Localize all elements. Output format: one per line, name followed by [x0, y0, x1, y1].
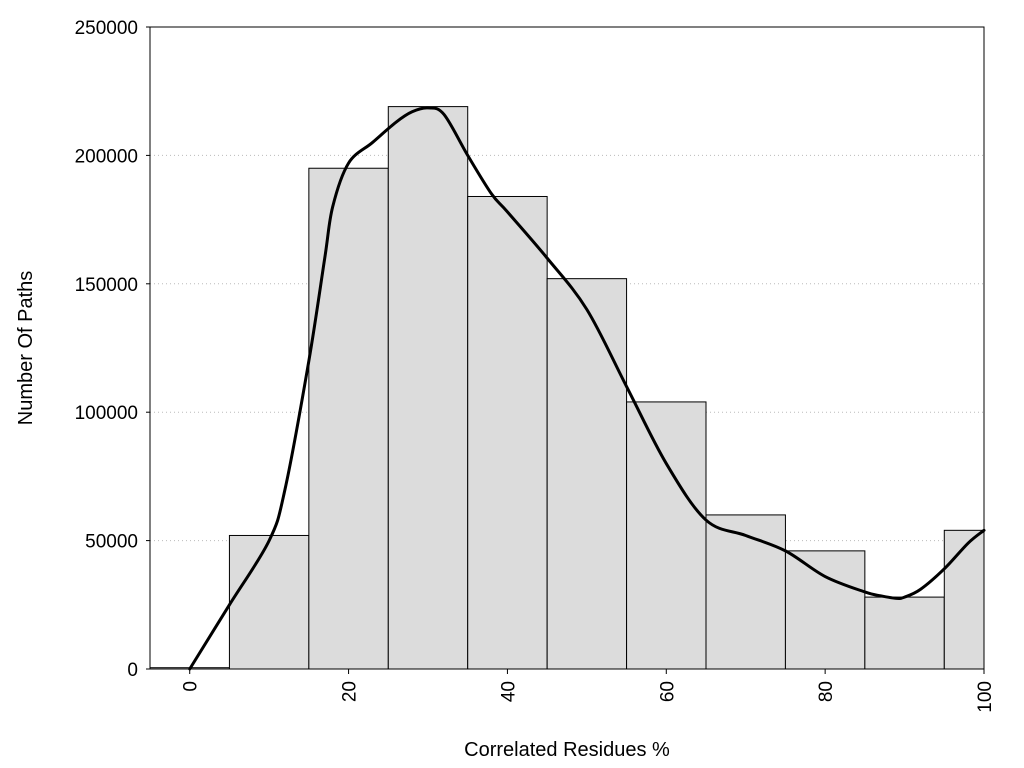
x-axis-ticks: 0 20 40 60 80 100	[181, 669, 996, 713]
bars	[149, 106, 985, 670]
x-tick-label: 40	[498, 681, 519, 702]
y-tick-label: 50000	[85, 532, 138, 553]
y-tick-label: 150000	[75, 275, 138, 296]
x-tick-label: 20	[340, 681, 361, 702]
y-axis-ticks: 0 50000 100000 150000 200000 250000	[75, 18, 150, 681]
histogram-bar	[546, 278, 628, 670]
x-tick-label: 80	[816, 681, 837, 702]
density-curve	[188, 106, 986, 671]
x-axis-label: Correlated Residues %	[464, 739, 670, 761]
x-tick-label: 100	[975, 681, 996, 713]
histogram-bar	[864, 596, 945, 670]
y-tick-label: 0	[127, 660, 138, 681]
histogram-bar	[387, 106, 469, 670]
histogram-bar	[705, 514, 786, 670]
x-tick-label: 0	[181, 681, 202, 692]
histogram-bar	[308, 167, 389, 670]
y-axis-label: Number Of Paths	[15, 271, 37, 426]
x-tick-label: 60	[657, 681, 678, 702]
y-tick-label: 100000	[75, 403, 138, 424]
y-tick-label: 250000	[75, 18, 138, 39]
histogram-bar	[943, 529, 985, 670]
histogram-bar	[467, 195, 548, 670]
histogram-bar	[228, 534, 310, 670]
y-tick-label: 200000	[75, 146, 138, 167]
histogram-bar	[626, 401, 707, 670]
histogram-bar	[784, 550, 866, 670]
density-curve-group	[188, 106, 986, 671]
plot-frame	[149, 26, 985, 670]
